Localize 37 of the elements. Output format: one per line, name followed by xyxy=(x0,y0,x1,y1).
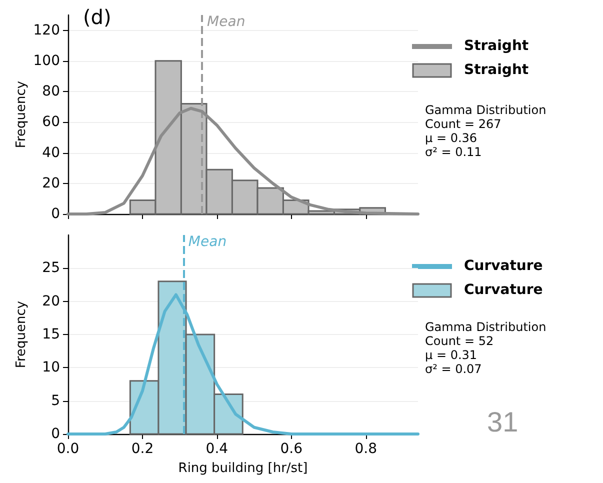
legend-label: Curvature xyxy=(464,282,543,298)
x-tick-label: 0.6 xyxy=(280,441,303,457)
y-tick-label: 10 xyxy=(42,360,60,376)
y-tick-label: 120 xyxy=(33,22,60,38)
x-tick-label: 0.8 xyxy=(354,441,378,457)
y-tick-label: 0 xyxy=(51,206,60,222)
y-tick-label: 40 xyxy=(42,144,60,161)
y-tick-label: 5 xyxy=(51,392,60,409)
text: Gamma Distribution xyxy=(425,103,546,117)
ref-line-label: Mean xyxy=(207,14,246,30)
y-tick-label: 0 xyxy=(51,426,60,442)
chart-title: (d) xyxy=(83,5,112,29)
y-tick-label: 15 xyxy=(42,326,60,342)
text: μ = 0.31 xyxy=(425,348,478,362)
x-axis-title: Ring building [hr/st] xyxy=(178,461,308,476)
y-axis-title: Frequency xyxy=(14,80,29,148)
text: Count = 267 xyxy=(425,117,502,131)
y-tick-label: 60 xyxy=(42,114,60,130)
legend-label: Straight xyxy=(464,38,529,54)
y-tick-label: 100 xyxy=(33,52,60,69)
y-axis-title: Frequency xyxy=(14,300,29,368)
text: Count = 52 xyxy=(425,334,494,348)
text: σ² = 0.07 xyxy=(425,362,482,376)
text: Gamma Distribution xyxy=(425,320,546,334)
text: σ² = 0.11 xyxy=(425,145,482,159)
y-tick-label: 20 xyxy=(42,175,60,192)
legend-label: Curvature xyxy=(464,258,543,274)
x-tick-label: 0.0 xyxy=(56,441,80,457)
legend-label: Straight xyxy=(464,62,529,78)
text: 31 xyxy=(487,406,518,438)
y-tick-label: 20 xyxy=(42,293,60,310)
text: μ = 0.36 xyxy=(425,131,478,145)
ref-line-label: Mean xyxy=(188,234,227,250)
y-tick-label: 80 xyxy=(42,84,60,100)
y-tick-label: 25 xyxy=(42,260,60,276)
x-tick-label: 0.4 xyxy=(206,441,228,457)
x-tick-label: 0.2 xyxy=(131,441,154,457)
